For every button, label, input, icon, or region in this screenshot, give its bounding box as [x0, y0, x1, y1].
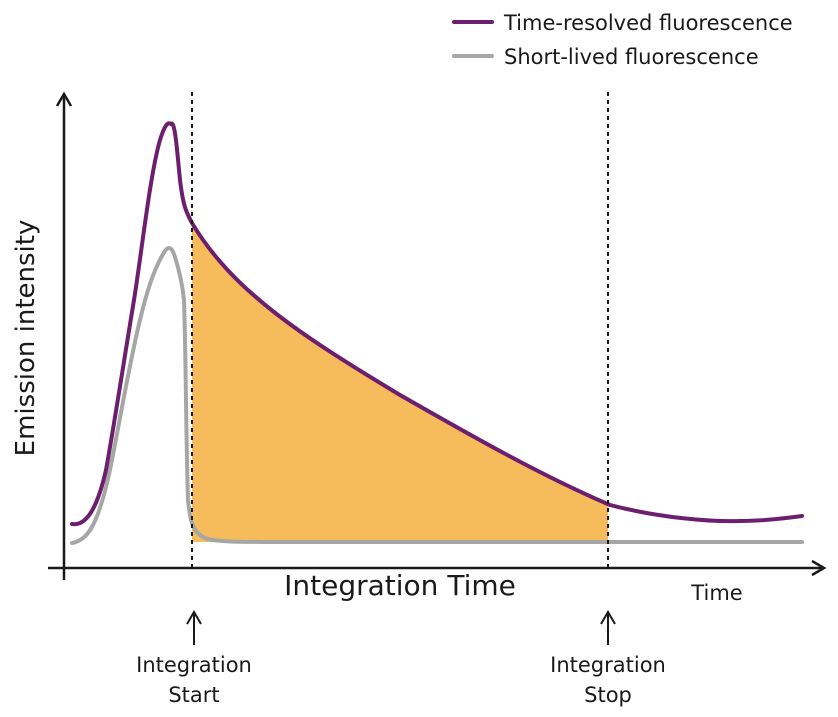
y-axis-arrowhead	[55, 91, 73, 107]
legend: Time-resolved fluorescence Short-lived f…	[452, 11, 793, 69]
y-axis-label: Emission intensity	[11, 220, 41, 457]
short-lived-fluorescence-curve	[70, 246, 804, 545]
integration-stop-label-line1: Integration	[550, 653, 666, 677]
integration-start-arrow-icon	[186, 610, 202, 625]
legend-item-time-resolved: Time-resolved fluorescence	[452, 11, 793, 35]
integration-stop-marker: Integration Stop	[550, 610, 666, 707]
integration-area	[192, 223, 608, 542]
integration-stop-label-line2: Stop	[584, 683, 632, 707]
integration-start-marker: Integration Start	[136, 610, 252, 707]
x-axis-label: Integration Time	[284, 569, 516, 602]
legend-item-short-lived: Short-lived fluorescence	[452, 45, 759, 69]
integration-stop-arrow-icon	[600, 610, 616, 625]
integration-start-label-line1: Integration	[136, 653, 252, 677]
x-axis-arrowhead	[811, 559, 827, 577]
legend-label-short-lived: Short-lived fluorescence	[504, 45, 759, 69]
integration-start-label-line2: Start	[168, 683, 219, 707]
x-axis-end-label: Time	[690, 581, 742, 605]
legend-label-time-resolved: Time-resolved fluorescence	[503, 11, 793, 35]
time-resolved-fluorescence-curve	[70, 121, 804, 527]
